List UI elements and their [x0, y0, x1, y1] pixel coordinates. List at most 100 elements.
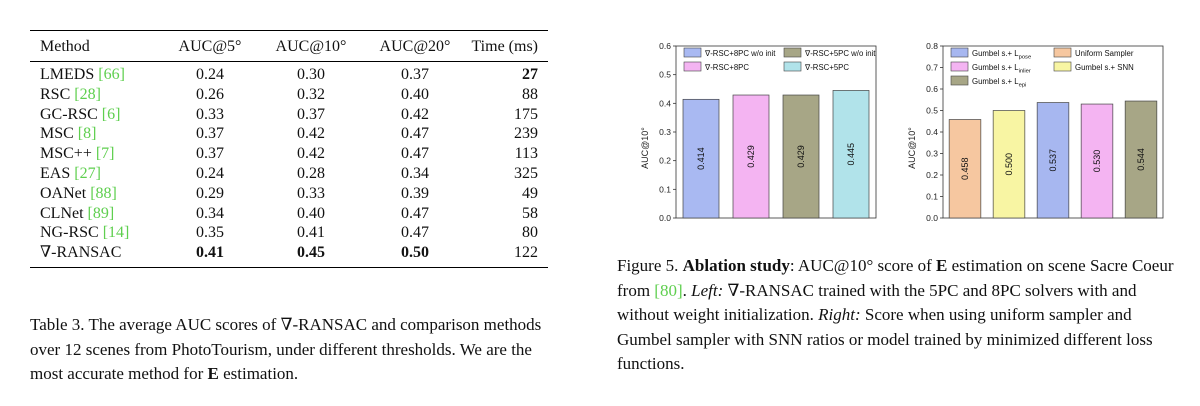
bar-value-label: 0.544 [1136, 148, 1146, 171]
time-cell: 113 [468, 144, 548, 164]
method-cell: CLNet [89] [30, 204, 160, 224]
auc20-cell: 0.47 [362, 144, 468, 164]
legend-label: ∇-RSC+8PC w/o init [704, 49, 776, 58]
auc10-cell: 0.42 [260, 144, 362, 164]
auc10-cell-text: 0.28 [297, 164, 325, 182]
y-tick-label: 0.3 [926, 149, 938, 159]
bar [832, 90, 870, 219]
bar [1036, 102, 1070, 219]
time-cell: 80 [468, 223, 548, 243]
y-tick-label: 0.1 [659, 184, 671, 194]
bar [682, 98, 720, 219]
y-tick-label: 0.5 [926, 106, 938, 116]
figure-caption-ref[interactable]: [80] [654, 280, 683, 300]
method-cell-text: NG-RSC [40, 224, 103, 242]
citation-link[interactable]: [66] [98, 66, 125, 83]
time-cell-text: 122 [514, 244, 538, 262]
auc20-cell-text: 0.50 [401, 244, 429, 262]
time-cell: 88 [468, 85, 548, 105]
time-cell-text: 27 [522, 66, 538, 83]
bar-value-label: 0.530 [1092, 150, 1102, 173]
bar [782, 94, 820, 219]
method-cell-text: ∇-RANSAC [40, 244, 122, 262]
y-tick-label: 0.8 [926, 41, 938, 51]
method-cell-text: CLNet [40, 204, 88, 222]
legend-swatch [783, 61, 802, 72]
legend-swatch [1053, 47, 1072, 58]
figure-caption-t2: estimation on scene Sacre Coeur from [617, 256, 1174, 300]
time-cell: 27 [468, 62, 548, 85]
auc10-cell-text: 0.42 [297, 125, 325, 143]
y-tick-label: 0.0 [659, 213, 671, 223]
figure-caption-e: E [936, 256, 948, 275]
figure-caption-t1: : AUC@10° score of [789, 256, 937, 275]
auc20-cell: 0.47 [362, 223, 468, 243]
citation-link[interactable]: [88] [90, 184, 117, 202]
table-row: NG-RSC [14] 0.35 0.41 0.47 80 [30, 223, 548, 243]
bar [992, 110, 1026, 219]
figure-caption-label: Figure 5. [617, 256, 683, 275]
auc10-cell-text: 0.32 [297, 85, 325, 103]
time-cell: 239 [468, 124, 548, 144]
auc20-cell: 0.39 [362, 184, 468, 204]
figure-caption-left-label: Left: [691, 280, 724, 300]
auc5-cell-text: 0.34 [196, 204, 224, 222]
method-cell: LMEDS [66] [30, 62, 160, 85]
auc20-cell: 0.50 [362, 243, 468, 267]
bar-value-label: 0.414 [696, 147, 706, 170]
auc20-cell-text: 0.47 [401, 145, 429, 163]
legend-label: ∇-RSC+5PC [804, 63, 849, 72]
auc10-cell-text: 0.41 [297, 224, 325, 242]
auc5-cell-text: 0.37 [196, 125, 224, 143]
table-caption: Table 3. The average AUC scores of ∇-RAN… [30, 313, 550, 387]
method-cell: EAS [27] [30, 164, 160, 184]
table-row: RSC [28] 0.26 0.32 0.40 88 [30, 85, 548, 105]
auc5-cell-text: 0.26 [196, 85, 224, 103]
auc20-cell-text: 0.47 [401, 125, 429, 143]
auc20-cell-text: 0.34 [401, 164, 429, 182]
time-cell-text: 49 [522, 184, 538, 202]
time-cell-text: 80 [522, 224, 538, 242]
citation-link[interactable]: [7] [95, 145, 115, 163]
citation-link[interactable]: [28] [74, 85, 101, 103]
auc5-cell-text: 0.24 [196, 164, 224, 182]
bar [948, 119, 982, 219]
method-cell-text: MSC++ [40, 145, 96, 163]
auc10-cell: 0.33 [260, 184, 362, 204]
auc10-cell-text: 0.42 [297, 145, 325, 163]
auc5-cell: 0.34 [160, 204, 260, 224]
legend-label: Gumbel s.+ Lepi [972, 77, 1026, 89]
legend: Gumbel s.+ Lpose Uniform Sampler Gumbel s.… [950, 47, 1134, 89]
auc20-cell-text: 0.42 [401, 105, 429, 123]
auc10-cell-text: 0.40 [297, 204, 325, 222]
method-cell-text: GC-RSC [40, 105, 102, 123]
auc5-cell: 0.29 [160, 184, 260, 204]
citation-link[interactable]: [27] [74, 164, 101, 182]
auc10-cell-text: 0.45 [297, 244, 325, 262]
method-cell: GC-RSC [6] [30, 105, 160, 125]
bar [732, 94, 770, 219]
time-cell-text: 239 [514, 125, 538, 143]
auc10-cell-text: 0.33 [297, 184, 325, 202]
bar-value-label: 0.500 [1004, 153, 1014, 176]
auc10-cell: 0.32 [260, 85, 362, 105]
time-cell-text: 88 [522, 85, 538, 103]
bar-value-label: 0.445 [846, 143, 856, 166]
header-auc5: AUC@5° [178, 38, 242, 55]
table-row: CLNet [89] 0.34 0.40 0.47 58 [30, 204, 548, 224]
citation-link[interactable]: [8] [77, 125, 97, 143]
citation-link[interactable]: [14] [102, 224, 130, 242]
auc5-cell-text: 0.41 [196, 244, 224, 262]
method-cell: NG-RSC [14] [30, 223, 160, 243]
bar-value-label: 0.458 [960, 157, 970, 180]
auc10-cell: 0.30 [260, 62, 362, 85]
citation-link[interactable]: [89] [87, 204, 115, 222]
auc5-cell: 0.33 [160, 105, 260, 125]
table-caption-e: E [207, 364, 219, 383]
citation-link[interactable]: [6] [101, 105, 121, 123]
legend: ∇-RSC+8PC w/o init ∇-RSC+5PC w/o init ∇-RS… [683, 47, 876, 72]
legend-swatch [950, 61, 969, 72]
method-cell-text: OANet [40, 184, 91, 202]
legend-label: Gumbel s.+ Linlier [972, 63, 1031, 75]
time-cell: 49 [468, 184, 548, 204]
